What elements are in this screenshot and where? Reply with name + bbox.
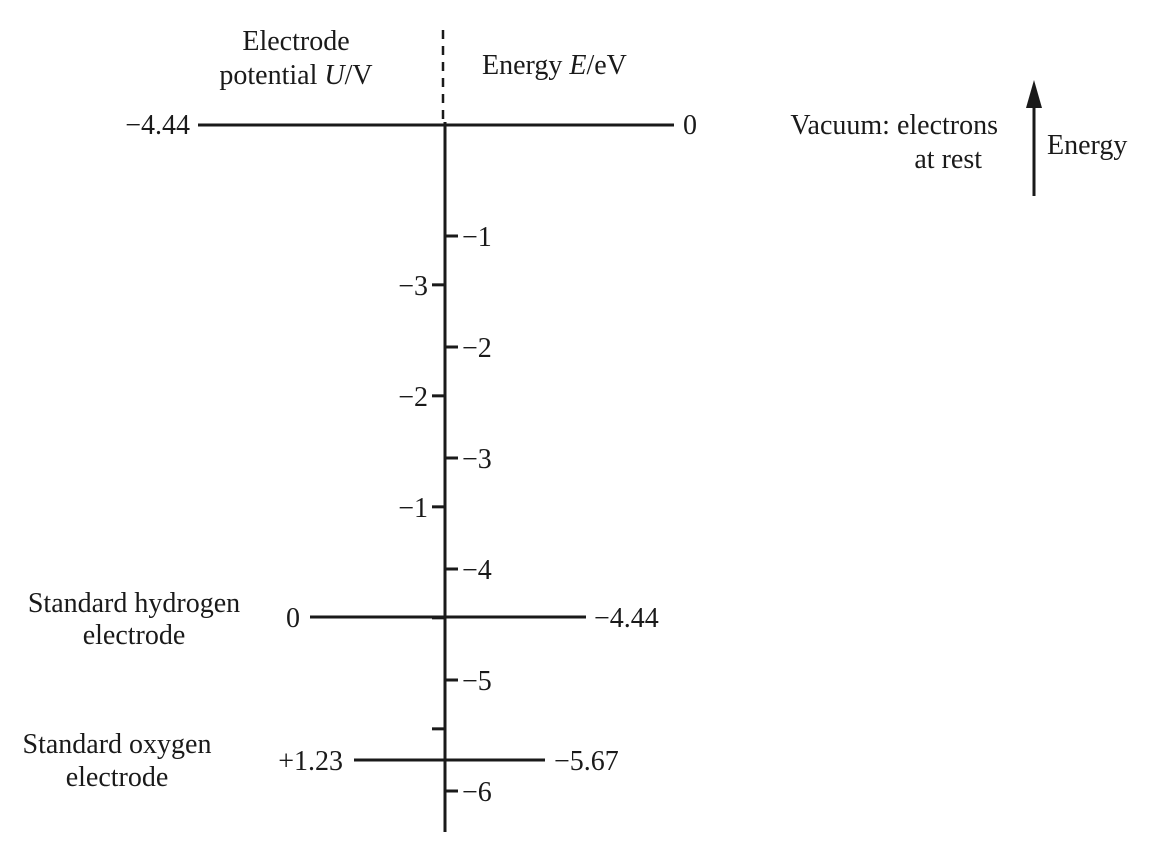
she-potential-label: 0	[286, 603, 300, 634]
oxygen-name-line2: electrode	[66, 762, 169, 793]
potential-tick-label: −3	[398, 271, 428, 302]
she-energy-label: −4.44	[594, 603, 659, 634]
oxygen-name-line1: Standard oxygen	[23, 729, 212, 760]
energy-arrow-label: Energy	[1047, 130, 1127, 161]
potential-tick-label: −2	[398, 382, 428, 413]
vacuum-energy-label: 0	[683, 110, 697, 141]
potential-header-line1: Electrode	[242, 26, 349, 57]
vacuum-potential-label: −4.44	[125, 110, 190, 141]
energy-tick-label: −6	[462, 777, 492, 808]
she-name-line2: electrode	[83, 620, 186, 651]
energy-tick-label: −1	[462, 222, 492, 253]
potential-tick-label: −1	[398, 493, 428, 524]
energy-header: Energy E/eV	[482, 50, 627, 81]
potential-axis-ticks: −3 −2 −1	[398, 271, 445, 731]
energy-tick-label: −5	[462, 666, 492, 697]
energy-axis-ticks: −1 −2 −3 −4 −5 −6	[445, 222, 492, 808]
energy-arrow-head	[1026, 80, 1042, 108]
energy-tick-label: −3	[462, 444, 492, 475]
oxygen-energy-label: −5.67	[554, 746, 619, 777]
energy-tick-label: −2	[462, 333, 492, 364]
potential-header-line2: potential U/V	[219, 60, 372, 91]
she-name-line1: Standard hydrogen	[28, 588, 240, 619]
vacuum-name-line1: Vacuum: electrons	[790, 110, 998, 141]
oxygen-potential-label: +1.23	[278, 746, 343, 777]
energy-tick-label: −4	[462, 555, 492, 586]
vacuum-name-line2: at rest	[914, 144, 982, 175]
